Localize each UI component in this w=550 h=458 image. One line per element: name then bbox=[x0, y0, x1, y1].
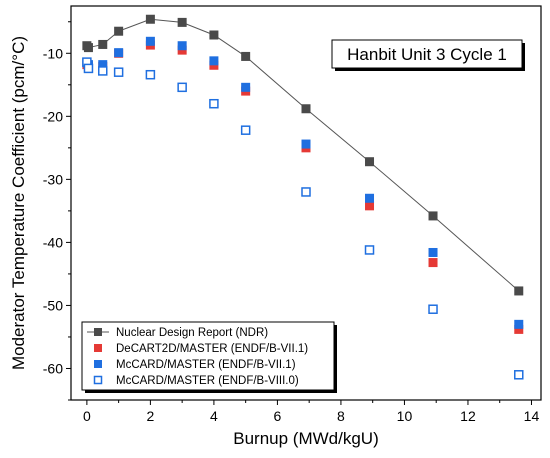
data-point-mccard-viii0 bbox=[177, 82, 187, 93]
data-point-ndr bbox=[301, 104, 311, 114]
y-tick-label: -60 bbox=[43, 360, 63, 376]
axes bbox=[66, 5, 542, 405]
legend-marker-decart2d-vii1 bbox=[94, 344, 102, 352]
data-point-mccard-vii1 bbox=[98, 60, 108, 70]
y-axis-title: Moderator Temperature Coefficient (pcm/°… bbox=[9, 36, 28, 370]
legend-label-mccard-vii1: McCARD/MASTER (ENDF/B-VII.1) bbox=[116, 359, 296, 371]
data-point-ndr bbox=[83, 43, 93, 53]
data-point-decart2d-vii1 bbox=[428, 258, 438, 268]
x-tick-label: 10 bbox=[397, 408, 413, 424]
data-point-mccard-viii0 bbox=[145, 69, 156, 80]
chart-title: Hanbit Unit 3 Cycle 1 bbox=[347, 45, 507, 64]
data-point-ndr bbox=[514, 286, 524, 296]
data-point-mccard-viii0 bbox=[98, 66, 108, 76]
x-tick-label: 12 bbox=[460, 408, 476, 424]
data-point-mccard-viii0 bbox=[428, 304, 438, 314]
data-point-mccard-vii1 bbox=[114, 48, 124, 58]
legend-marker-mccard-viii0 bbox=[93, 375, 103, 385]
y-tick-label: -20 bbox=[43, 108, 63, 124]
y-tick-label: -50 bbox=[43, 297, 63, 313]
data-point-mccard-viii0 bbox=[364, 245, 375, 255]
data-point-mccard-viii0 bbox=[514, 370, 524, 380]
data-point-mccard-vii1 bbox=[241, 82, 251, 92]
data-point-mccard-viii0 bbox=[113, 67, 124, 77]
data-point-ndr bbox=[98, 39, 108, 49]
data-point-mccard-viii0 bbox=[240, 125, 251, 135]
chart-title-box: Hanbit Unit 3 Cycle 1 bbox=[331, 39, 525, 71]
data-point-mccard-vii1 bbox=[428, 247, 438, 257]
legend-label-mccard-viii0: McCARD/MASTER (ENDF/B-VIII.0) bbox=[116, 375, 299, 387]
data-point-mccard-vii1 bbox=[301, 139, 311, 149]
x-tick-label: 0 bbox=[83, 408, 91, 424]
legend-marker-ndr bbox=[94, 328, 102, 336]
data-point-mccard-vii1 bbox=[177, 41, 187, 51]
chart-title-frame bbox=[331, 39, 523, 69]
data-point-mccard-vii1 bbox=[145, 36, 155, 46]
x-tick-label: 8 bbox=[337, 408, 345, 424]
legend-marker-mccard-vii1 bbox=[94, 360, 102, 368]
data-point-mccard-viii0 bbox=[301, 187, 311, 197]
data-point-mccard-vii1 bbox=[209, 56, 219, 66]
y-tick-label: -30 bbox=[43, 171, 63, 187]
plot-frame bbox=[70, 5, 542, 401]
data-point-ndr bbox=[145, 14, 155, 24]
legend-frame bbox=[81, 321, 335, 391]
legend: Nuclear Design Report (NDR) DeCART2D/MAS… bbox=[81, 321, 337, 393]
x-tick-label: 6 bbox=[274, 408, 282, 424]
legend-label-ndr: Nuclear Design Report (NDR) bbox=[116, 327, 268, 339]
plot-area bbox=[82, 14, 524, 380]
x-axis-title: Burnup (MWd/kgU) bbox=[233, 429, 378, 448]
x-tick-label: 2 bbox=[146, 408, 154, 424]
data-point-decart2d-vii1 bbox=[514, 324, 524, 334]
data-point-ndr bbox=[241, 51, 251, 61]
y-tick-label: -40 bbox=[43, 234, 63, 250]
data-point-ndr bbox=[177, 17, 187, 27]
data-point-mccard-viii0 bbox=[209, 98, 219, 109]
y-tick-label: -10 bbox=[43, 45, 63, 61]
x-tick-label: 14 bbox=[524, 408, 540, 424]
data-point-decart2d-vii1 bbox=[365, 201, 375, 211]
x-tick-label: 4 bbox=[210, 408, 218, 424]
legend-label-decart2d-vii1: DeCART2D/MASTER (ENDF/B-VII.1) bbox=[116, 343, 308, 355]
data-point-mccard-vii1 bbox=[365, 193, 375, 203]
data-point-mccard-vii1 bbox=[514, 319, 524, 329]
data-point-ndr bbox=[209, 30, 219, 40]
data-point-ndr bbox=[365, 157, 375, 167]
data-point-ndr bbox=[428, 211, 438, 221]
tick-labels: 0 2 4 6 8 10 12 14 -60 -50 -40 -30 -20 -10 bbox=[43, 45, 540, 424]
data-point-ndr bbox=[114, 26, 124, 36]
data-point-mccard-viii0 bbox=[83, 63, 94, 74]
